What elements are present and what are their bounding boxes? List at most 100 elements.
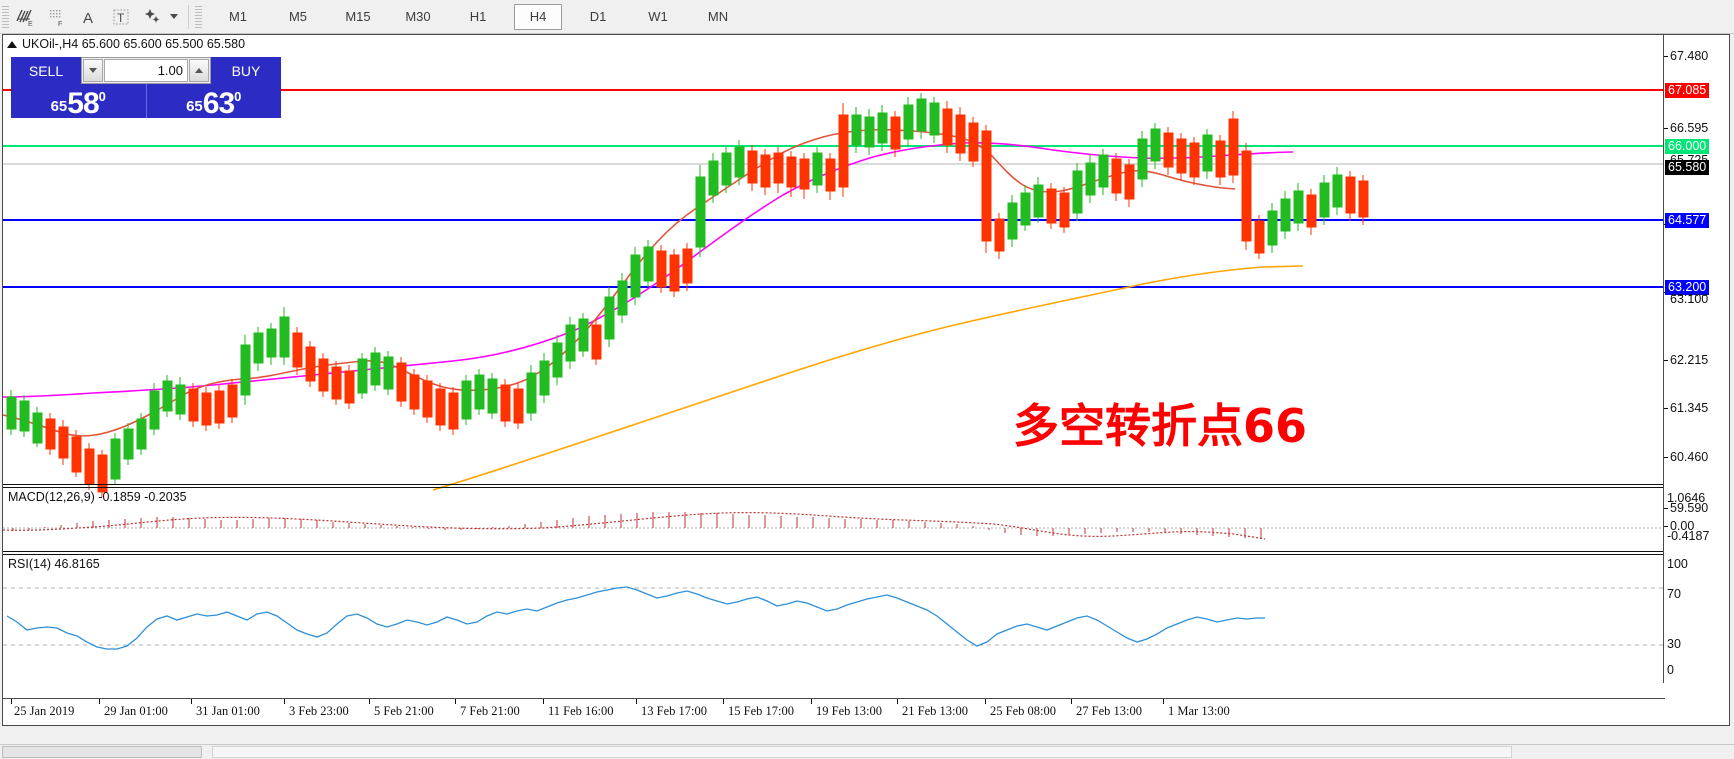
time-label-12: 27 Feb 13:00	[1076, 704, 1142, 718]
price-badge-67085: 67.085	[1665, 83, 1710, 98]
trade-panel-quote-row: 65 58 0 65 63 0	[11, 84, 281, 120]
price-tick-60460: 60.460	[1664, 450, 1708, 464]
main-toolbar: E F A T	[0, 0, 1734, 34]
trade-panel-top-row: SELL 1.00 BUY	[11, 57, 281, 84]
svg-text:A: A	[83, 10, 93, 27]
text-label-icon[interactable]: A	[73, 3, 105, 31]
time-label-9: 19 Feb 13:00	[816, 704, 882, 718]
price-badge-64577: 64.577	[1665, 213, 1710, 228]
svg-text:F: F	[58, 21, 62, 28]
svg-text:E: E	[28, 21, 33, 28]
timeframe-grip[interactable]	[195, 5, 202, 28]
rsi-line	[6, 586, 1265, 650]
time-label-2: 31 Jan 01:00	[196, 704, 260, 718]
rsi-indicator-label: RSI(14) 46.8165	[8, 557, 100, 571]
price-tick-62215: 62.215	[1664, 353, 1708, 367]
sell-button[interactable]: SELL	[11, 57, 81, 84]
timeframe-h1[interactable]: H1	[469, 9, 487, 24]
rsi-tick-70: 70	[1667, 587, 1681, 601]
price-tick-66595: 66.595	[1664, 121, 1708, 135]
volume-increment-button[interactable]	[189, 59, 209, 82]
volume-input[interactable]: 1.00	[104, 59, 188, 82]
macd-tick-max: 1.0646	[1667, 491, 1706, 505]
buy-price-quote[interactable]: 65 63 0	[146, 84, 281, 120]
price-tick-61345: 61.345	[1664, 401, 1708, 415]
volume-decrement-button[interactable]	[83, 59, 103, 82]
price-chart-panel[interactable]: UKOil-,H4 65.600 65.600 65.500 65.580	[2, 34, 1730, 726]
sell-price-prefix: 65	[50, 98, 68, 115]
status-tab-right[interactable]	[212, 746, 1512, 758]
buy-button[interactable]: BUY	[211, 57, 281, 84]
rsi-panel-top-border	[3, 551, 1665, 552]
sell-price-quote[interactable]: 65 58 0	[11, 84, 147, 120]
expert-advisor-icon[interactable]: E	[9, 3, 41, 31]
toolbar-divider	[188, 4, 189, 29]
time-label-6: 11 Feb 16:00	[548, 704, 614, 718]
macd-histogram	[12, 512, 1262, 539]
collapse-triangle-icon[interactable]	[7, 40, 17, 48]
time-label-7: 13 Feb 17:00	[641, 704, 707, 718]
templates-dropdown-caret[interactable]	[170, 14, 178, 19]
price-badge-65580-last: 65.580	[1665, 160, 1710, 175]
ma-slow-line	[432, 265, 1304, 491]
buy-price-prefix: 65	[186, 98, 203, 115]
timeframe-w1[interactable]: W1	[648, 9, 668, 24]
rsi-panel-top-border-2	[3, 554, 1665, 555]
macd-panel-top-border-2	[3, 487, 1665, 488]
timeframe-m1[interactable]: M1	[228, 9, 248, 24]
candlestick-series	[6, 93, 1369, 497]
chart-canvas	[3, 89, 1665, 497]
timeframe-d1[interactable]: D1	[589, 9, 607, 24]
chevron-up-icon	[195, 68, 203, 73]
macd-panel-top-border	[3, 484, 1665, 485]
chart-header: UKOil-,H4 65.600 65.600 65.500 65.580	[7, 37, 245, 51]
svg-text:T: T	[117, 11, 125, 25]
text-object-icon[interactable]: T	[105, 3, 137, 31]
macd-tick-zero: 0.00	[1664, 519, 1694, 533]
indicators-list-icon[interactable]: F	[41, 3, 73, 31]
status-tab-left[interactable]	[2, 746, 202, 758]
chevron-down-icon	[89, 68, 97, 73]
time-label-4: 5 Feb 21:00	[374, 704, 434, 718]
timeframe-h4[interactable]: H4	[514, 3, 562, 30]
price-axis[interactable]: 67.480 67.085 66.595 66.000 65.725 65.58…	[1663, 35, 1729, 683]
time-label-13: 1 Mar 13:00	[1168, 704, 1230, 718]
timeframe-m30[interactable]: M30	[405, 9, 431, 24]
price-tick-67480: 67.480	[1664, 49, 1708, 63]
volume-field-group[interactable]: 1.00	[81, 57, 211, 84]
status-bar	[0, 744, 1734, 759]
price-badge-66000: 66.000	[1665, 139, 1710, 154]
time-label-10: 21 Feb 13:00	[902, 704, 968, 718]
price-label-63100: 63.100	[1670, 292, 1709, 306]
toolbar-grip[interactable]	[2, 5, 9, 28]
time-label-0: 25 Jan 2019	[14, 704, 75, 718]
timeframe-mn[interactable]: MN	[707, 9, 729, 24]
buy-price-big: 63	[202, 87, 235, 120]
time-label-3: 3 Feb 23:00	[289, 704, 349, 718]
sell-price-big: 58	[67, 87, 99, 120]
time-label-5: 7 Feb 21:00	[460, 704, 520, 718]
one-click-trading-panel[interactable]: SELL 1.00 BUY 65 58 0	[11, 57, 281, 120]
chart-annotation-text: 多空转折点66	[1013, 399, 1308, 453]
rsi-tick-0: 0	[1667, 663, 1674, 677]
time-label-8: 15 Feb 17:00	[728, 704, 794, 718]
time-label-11: 25 Feb 08:00	[990, 704, 1056, 718]
rsi-canvas	[3, 586, 1665, 650]
buy-price-fraction: 0	[234, 89, 242, 104]
macd-canvas	[3, 512, 1665, 540]
timeframe-m5[interactable]: M5	[288, 9, 308, 24]
timeframe-m15[interactable]: M15	[345, 9, 371, 24]
sell-price-fraction: 0	[98, 89, 106, 104]
time-label-1: 29 Jan 01:00	[104, 704, 168, 718]
price-badge-63200: 63.200	[1665, 280, 1710, 295]
templates-icon[interactable]	[137, 3, 169, 31]
rsi-tick-100: 100	[1667, 557, 1688, 571]
chart-symbol-ohlc: UKOil-,H4 65.600 65.600 65.500 65.580	[22, 37, 246, 51]
macd-indicator-label: MACD(12,26,9) -0.1859 -0.2035	[8, 490, 187, 504]
price-tick-59590: 59.590	[1664, 501, 1708, 515]
macd-tick-min: -0.4187	[1667, 529, 1710, 543]
rsi-tick-30: 30	[1667, 637, 1681, 651]
macd-signal-line	[3, 512, 1266, 540]
time-axis[interactable]: 25 Jan 2019 29 Jan 01:00 31 Jan 01:00 3 …	[3, 698, 1665, 725]
